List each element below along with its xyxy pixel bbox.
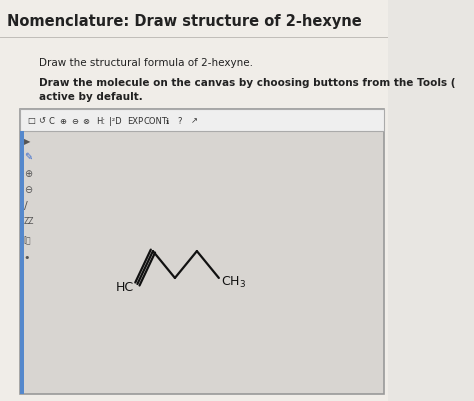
- Text: ⊕: ⊕: [24, 168, 32, 178]
- Text: ⊕: ⊕: [60, 116, 67, 125]
- Text: Draw the structural formula of 2-hexyne.: Draw the structural formula of 2-hexyne.: [39, 58, 253, 68]
- Bar: [20, 132, 24, 394]
- Text: □: □: [27, 116, 35, 125]
- Text: EXP: EXP: [127, 116, 143, 125]
- Text: ⊗: ⊗: [82, 116, 90, 125]
- Text: H:: H:: [96, 116, 105, 125]
- Bar: [20, 110, 384, 132]
- Text: CONT: CONT: [143, 116, 167, 125]
- Text: ?: ?: [177, 116, 182, 125]
- Text: ↗: ↗: [191, 116, 198, 125]
- Text: ℹ: ℹ: [166, 116, 169, 125]
- Text: CH$_3$: CH$_3$: [221, 274, 246, 289]
- Text: ✎: ✎: [24, 152, 32, 162]
- Text: ↺: ↺: [38, 116, 46, 125]
- Text: /: /: [24, 200, 27, 211]
- Text: Nomenclature: Draw structure of 2-hexyne: Nomenclature: Draw structure of 2-hexyne: [7, 14, 361, 29]
- Text: Draw the molecule on the canvas by choosing buttons from the Tools (: Draw the molecule on the canvas by choos…: [39, 78, 456, 88]
- Text: HC: HC: [116, 281, 134, 294]
- Text: [⬜: [⬜: [24, 235, 31, 244]
- Text: |²D: |²D: [109, 116, 121, 125]
- Text: C: C: [48, 116, 54, 125]
- Text: ▶: ▶: [24, 137, 30, 146]
- Bar: [20, 110, 384, 394]
- Text: •: •: [24, 252, 30, 262]
- Text: ⊖: ⊖: [24, 184, 32, 194]
- Text: ⊖: ⊖: [71, 116, 78, 125]
- Text: ZZ: ZZ: [24, 217, 34, 226]
- Text: active by default.: active by default.: [39, 92, 143, 102]
